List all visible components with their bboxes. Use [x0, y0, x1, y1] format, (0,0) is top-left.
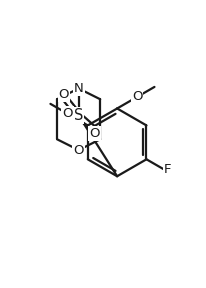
Text: O: O: [63, 107, 73, 120]
Text: O: O: [59, 88, 69, 101]
Text: O: O: [90, 127, 100, 140]
Text: O: O: [73, 143, 84, 157]
Text: N: N: [74, 82, 83, 95]
Text: F: F: [164, 163, 171, 176]
Text: S: S: [74, 108, 83, 123]
Text: O: O: [132, 90, 142, 103]
